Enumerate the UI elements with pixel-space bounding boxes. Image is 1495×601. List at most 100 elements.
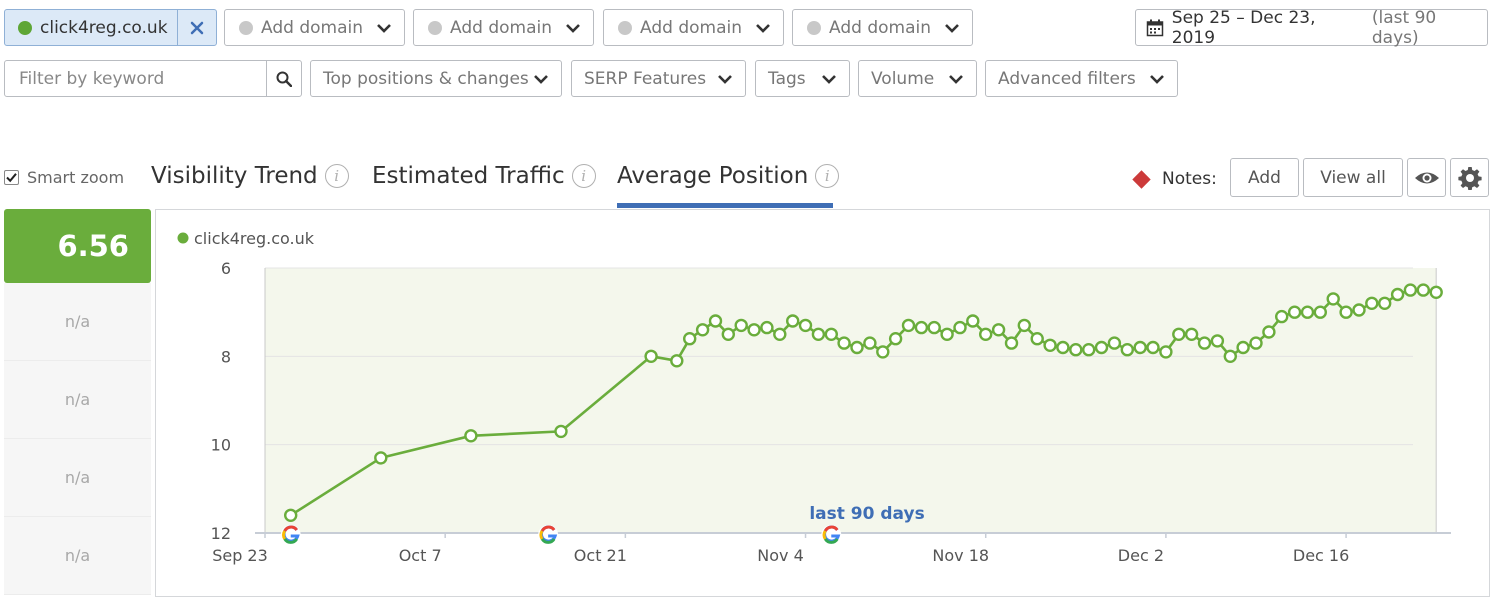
data-point xyxy=(721,327,735,342)
data-point xyxy=(1120,342,1134,357)
close-icon xyxy=(190,21,204,34)
add-note-button[interactable]: Add xyxy=(1230,158,1299,197)
data-point xyxy=(283,508,298,522)
domain-color-dot xyxy=(428,20,442,35)
chart-settings-button[interactable] xyxy=(1450,158,1489,197)
data-point xyxy=(786,314,800,328)
search-button[interactable] xyxy=(266,61,301,96)
serp-features-dropdown[interactable]: SERP Features xyxy=(571,60,746,97)
google-update-icon[interactable] xyxy=(280,525,301,545)
data-point xyxy=(927,320,941,335)
data-point xyxy=(773,327,787,342)
domain-color-dot xyxy=(239,20,253,35)
chevron-down-icon xyxy=(822,74,836,84)
google-update-icon[interactable] xyxy=(821,525,842,545)
checkmark-icon xyxy=(6,173,17,183)
average-position-chart-svg: click4reg.co.uk 6 8 10 12 Sep 23 Oct 7 Oct 21 N… xyxy=(177,229,1451,565)
date-range-label: (last 90 days) xyxy=(1371,7,1437,48)
x-tick-label: Dec 16 xyxy=(1293,546,1349,565)
data-point xyxy=(940,327,954,342)
data-point xyxy=(670,354,684,368)
top-positions-dropdown[interactable]: Top positions & changes xyxy=(310,60,562,97)
add-domain-dropdown-3[interactable]: Add domain xyxy=(603,9,784,46)
data-point xyxy=(837,336,851,350)
data-point xyxy=(1146,340,1160,355)
position-scores-panel: 6.56 n/a n/a n/a n/a xyxy=(4,209,151,595)
tags-dropdown[interactable]: Tags xyxy=(755,60,850,97)
data-point xyxy=(1184,327,1199,342)
smart-zoom-checkbox[interactable] xyxy=(4,170,19,185)
active-tab-indicator xyxy=(617,203,833,208)
remove-domain-button[interactable] xyxy=(177,10,216,45)
domain-name: click4reg.co.uk xyxy=(40,17,168,38)
date-range-dates: Sep 25 – Dec 23, 2019 xyxy=(1171,7,1316,48)
add-domain-dropdown-4[interactable]: Add domain xyxy=(792,9,973,46)
tab-average-position[interactable]: Average Position i xyxy=(617,163,840,189)
add-domain-dropdown-1[interactable]: Add domain xyxy=(224,9,405,46)
data-point xyxy=(1030,331,1044,346)
domain-color-dot xyxy=(18,20,32,35)
data-point xyxy=(888,331,903,346)
data-point xyxy=(374,451,388,465)
data-point xyxy=(1339,305,1353,319)
info-icon[interactable]: i xyxy=(571,164,596,188)
x-tick-label: Oct 21 xyxy=(574,546,627,565)
data-point xyxy=(979,327,993,342)
domain-chip-main[interactable]: click4reg.co.uk xyxy=(4,9,217,46)
eye-icon xyxy=(1414,172,1439,183)
data-point xyxy=(1236,340,1250,355)
chevron-down-icon xyxy=(566,23,580,33)
volume-dropdown[interactable]: Volume xyxy=(858,60,977,97)
info-icon[interactable]: i xyxy=(815,164,840,188)
tab-label: Estimated Traffic xyxy=(372,163,565,189)
info-icon[interactable]: i xyxy=(324,164,349,188)
view-all-notes-button[interactable]: View all xyxy=(1303,158,1403,197)
y-tick-label: 10 xyxy=(211,436,231,455)
add-note-label: Add xyxy=(1248,167,1281,188)
keyword-filter-input[interactable] xyxy=(17,67,261,90)
advanced-filters-label: Advanced filters xyxy=(998,68,1136,89)
chevron-down-icon xyxy=(718,74,732,84)
tab-visibility-trend[interactable]: Visibility Trend i xyxy=(151,163,349,189)
keyword-filter xyxy=(4,60,302,97)
add-domain-label: Add domain xyxy=(450,17,552,38)
domain-score-na: n/a xyxy=(4,517,151,595)
toggle-notes-visibility-button[interactable] xyxy=(1407,158,1446,197)
plot-area xyxy=(265,268,1437,533)
x-tick-label: Nov 4 xyxy=(757,546,804,565)
volume-label: Volume xyxy=(871,68,935,89)
y-tick-label: 6 xyxy=(221,259,231,278)
data-point xyxy=(1210,334,1225,348)
data-point xyxy=(991,323,1006,337)
data-point xyxy=(798,318,813,333)
domain-color-dot xyxy=(618,20,632,35)
add-domain-label: Add domain xyxy=(261,17,363,38)
tab-estimated-traffic[interactable]: Estimated Traffic i xyxy=(372,163,596,189)
date-range-button[interactable]: Sep 25 – Dec 23, 2019 (last 90 days) xyxy=(1135,7,1488,48)
advanced-filters-dropdown[interactable]: Advanced filters xyxy=(985,60,1178,97)
add-domain-dropdown-2[interactable]: Add domain xyxy=(413,9,594,46)
data-point xyxy=(876,345,890,359)
domain-color-dot xyxy=(807,20,821,35)
data-point xyxy=(1300,305,1315,319)
data-point xyxy=(1069,342,1083,357)
smart-zoom-toggle[interactable]: Smart zoom xyxy=(4,168,124,187)
data-point xyxy=(811,327,826,342)
data-point xyxy=(1107,336,1122,350)
data-point xyxy=(1377,296,1392,311)
data-point xyxy=(824,327,838,342)
data-point xyxy=(683,331,697,346)
data-point xyxy=(1133,340,1147,355)
google-update-icon[interactable] xyxy=(538,525,559,545)
data-point xyxy=(747,323,761,337)
notes-section: Notes: xyxy=(1132,169,1217,189)
data-point xyxy=(1352,303,1366,317)
domain-score-na: n/a xyxy=(4,283,151,361)
legend-marker xyxy=(177,232,189,244)
data-point xyxy=(1313,305,1328,319)
data-point xyxy=(1197,336,1212,350)
serp-features-label: SERP Features xyxy=(584,68,707,89)
gear-icon xyxy=(1457,166,1482,190)
data-point xyxy=(1082,342,1096,357)
smart-zoom-label: Smart zoom xyxy=(27,168,125,187)
